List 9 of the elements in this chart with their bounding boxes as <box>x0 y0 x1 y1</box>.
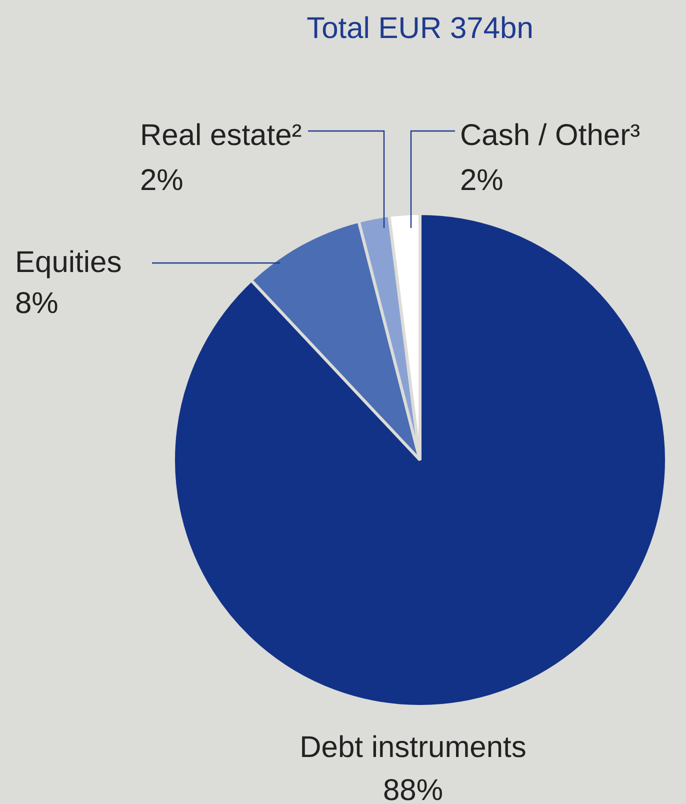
slice-label: Equities <box>15 246 122 279</box>
data-label: 88% <box>382 774 444 804</box>
slice-label: Cash / Other³ <box>460 119 640 152</box>
data-label: 2% <box>460 164 504 197</box>
slice-label: Debt instruments <box>300 731 526 764</box>
data-label: 8% <box>15 287 58 320</box>
data-label: 2% <box>140 164 184 197</box>
slice-label: Real estate² <box>140 119 302 152</box>
chart-title: Total EUR 374bn <box>306 12 534 45</box>
